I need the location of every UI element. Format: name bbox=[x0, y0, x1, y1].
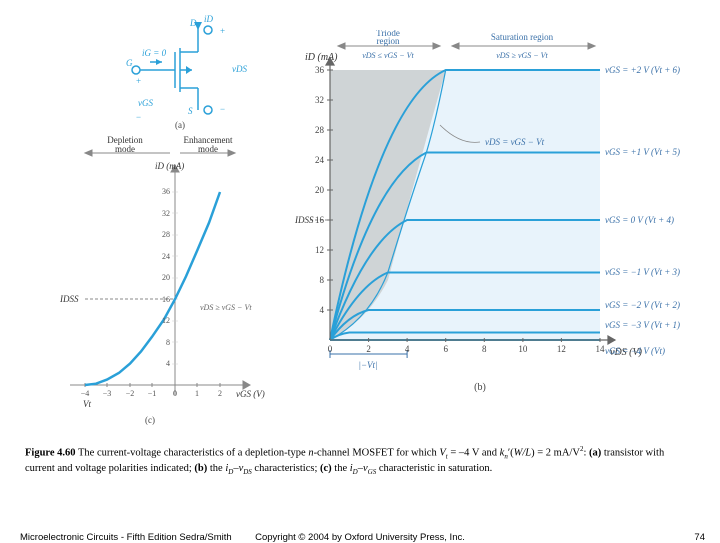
c-vt: Vt bbox=[83, 399, 91, 409]
cap-text: The current-voltage characteristics of a… bbox=[78, 448, 308, 459]
curve-label: vGS = 0 V (Vt + 4) bbox=[605, 215, 674, 225]
s-label: S bbox=[188, 106, 193, 116]
ytick: 8 bbox=[166, 338, 170, 347]
cap-text: (c) bbox=[320, 463, 332, 474]
panel-c: iD (mA) vGS (V) IDSS vDS ≥ vGS − Vt Vt −… bbox=[30, 135, 280, 425]
cap-text: (a) bbox=[589, 448, 601, 459]
ytick: 20 bbox=[162, 273, 170, 282]
panel-b-tag: (b) bbox=[474, 382, 486, 393]
b-ytick: 4 bbox=[320, 305, 325, 315]
ytick: 28 bbox=[162, 230, 170, 239]
b-ytick: 16 bbox=[315, 215, 325, 225]
b-idss: IDSS bbox=[294, 215, 314, 225]
curve-label: vGS = −2 V (Vt + 2) bbox=[605, 300, 680, 310]
ytick: 36 bbox=[162, 187, 170, 196]
parabola-label: vDS = vGS − Vt bbox=[485, 137, 545, 147]
c-xlabel: vGS (V) bbox=[236, 389, 265, 399]
vds-label: vDS bbox=[232, 64, 247, 74]
b-ytick: 32 bbox=[315, 95, 324, 105]
b-xtick: 12 bbox=[557, 344, 566, 354]
ytick: 16 bbox=[162, 295, 170, 304]
b-ytick: 28 bbox=[315, 125, 325, 135]
b-xtick: 10 bbox=[518, 344, 528, 354]
ytick: 32 bbox=[162, 209, 170, 218]
panel-a-tag: (a) bbox=[175, 120, 185, 130]
c-idss: IDSS bbox=[59, 294, 79, 304]
b-ylabel: iD (mA) bbox=[305, 52, 338, 63]
xtick: −3 bbox=[103, 389, 112, 398]
xtick: 2 bbox=[218, 389, 222, 398]
curve-label: vGS = −1 V (Vt + 3) bbox=[605, 267, 680, 277]
b-xtick: 2 bbox=[366, 344, 371, 354]
panel-b: 0 2 4 6 8 10 12 14 4 8 12 16 20 24 28 32… bbox=[290, 30, 710, 400]
b-ytick: 12 bbox=[315, 245, 324, 255]
fig-num: Figure 4.60 bbox=[25, 448, 76, 459]
sat-cond: vDS ≥ vGS − Vt bbox=[496, 51, 548, 60]
cap-text: characteristic in saturation. bbox=[376, 463, 492, 474]
cap-text: DS bbox=[243, 468, 252, 476]
d-label: D bbox=[189, 18, 197, 28]
xtick: −4 bbox=[81, 389, 90, 398]
cap-text: ) = 2 mA/V bbox=[531, 448, 580, 459]
circuit-svg: iG = 0 iD G D S vGS vDS + − + − (a) bbox=[80, 10, 280, 130]
xtick: −1 bbox=[148, 389, 157, 398]
figure-area: iG = 0 iD G D S vGS vDS + − + − (a) bbox=[0, 0, 720, 440]
cap-text: W/L bbox=[514, 448, 532, 459]
output-svg: 0 2 4 6 8 10 12 14 4 8 12 16 20 24 28 32… bbox=[290, 30, 710, 400]
cap-text: (b) bbox=[194, 463, 207, 474]
ytick: 24 bbox=[162, 252, 170, 261]
b-xtick: 4 bbox=[405, 344, 410, 354]
xtick: −2 bbox=[126, 389, 135, 398]
curve-label: vGS = +1 V (Vt + 5) bbox=[605, 147, 680, 157]
panel-a: iG = 0 iD G D S vGS vDS + − + − (a) bbox=[80, 10, 280, 130]
curve-label: vGS = +2 V (Vt + 6) bbox=[605, 65, 680, 75]
footer-page-number: 74 bbox=[694, 532, 705, 543]
b-xtick: 8 bbox=[482, 344, 487, 354]
footer-center: Copyright © 2004 by Oxford University Pr… bbox=[0, 532, 720, 543]
curve-label: vGS = −3 V (Vt + 1) bbox=[605, 320, 680, 330]
b-ytick: 36 bbox=[315, 65, 325, 75]
b-ytick: 20 bbox=[315, 185, 325, 195]
triode-label2: region bbox=[377, 36, 400, 46]
cap-text: GS bbox=[368, 468, 377, 476]
svg-text:−: − bbox=[136, 112, 141, 122]
vgs-label: vGS bbox=[138, 98, 153, 108]
c-cond: vDS ≥ vGS − Vt bbox=[200, 303, 252, 312]
ytick: 4 bbox=[166, 359, 170, 368]
transfer-svg: iD (mA) vGS (V) IDSS vDS ≥ vGS − Vt Vt −… bbox=[30, 135, 280, 425]
svg-text:+: + bbox=[220, 26, 225, 36]
b-xtick: 0 bbox=[328, 344, 333, 354]
c-ylabel: iD (mA) bbox=[155, 161, 184, 171]
g-label: G bbox=[126, 58, 133, 68]
b-xtick: 14 bbox=[596, 344, 606, 354]
b-xtick: 6 bbox=[443, 344, 448, 354]
triode-cond: vDS ≤ vGS − Vt bbox=[362, 51, 414, 60]
vt-mark: |−Vt| bbox=[358, 360, 377, 370]
enh-label2: mode bbox=[198, 144, 218, 154]
dep-label2: mode bbox=[115, 144, 135, 154]
figure-caption: Figure 4.60 The current-voltage characte… bbox=[25, 445, 695, 478]
ig-label: iG = 0 bbox=[142, 48, 167, 58]
b-ytick: 8 bbox=[320, 275, 325, 285]
sat-label: Saturation region bbox=[491, 32, 554, 42]
cap-text: = –4 V and bbox=[448, 448, 500, 459]
cap-text: -channel MOSFET for which bbox=[314, 448, 440, 459]
svg-text:−: − bbox=[220, 104, 225, 114]
ytick: 12 bbox=[162, 316, 170, 325]
cap-text: characteristics; bbox=[252, 463, 320, 474]
b-ytick: 24 bbox=[315, 155, 325, 165]
cap-text: the bbox=[207, 463, 225, 474]
panel-c-tag: (c) bbox=[145, 415, 155, 425]
id-label: iD bbox=[204, 14, 214, 24]
cap-text: the bbox=[332, 463, 350, 474]
curve-label: vGS = −4 V (Vt) bbox=[605, 346, 665, 356]
xtick: 0 bbox=[173, 389, 177, 398]
svg-text:+: + bbox=[136, 76, 141, 86]
xtick: 1 bbox=[195, 389, 199, 398]
